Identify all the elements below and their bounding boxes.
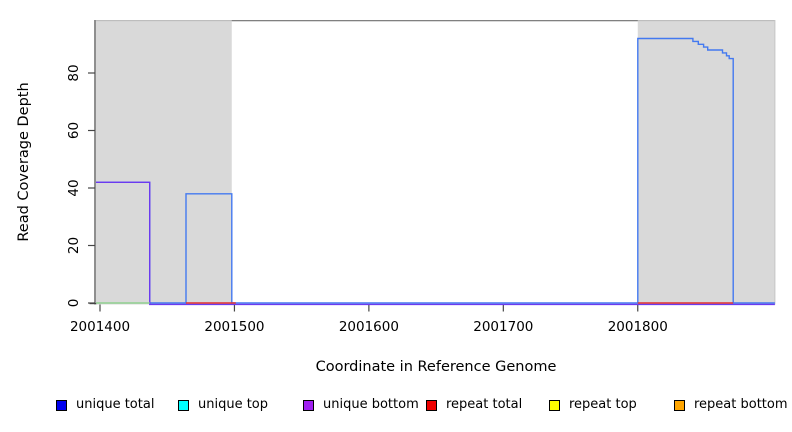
y-tick-label: 20 <box>66 237 82 254</box>
legend-item-repeat-bottom: repeat bottom <box>674 397 788 413</box>
y-tick-label: 0 <box>66 299 82 308</box>
series-unique-bottom <box>96 181 775 306</box>
legend-label: repeat bottom <box>694 397 788 412</box>
y-tick-label: 80 <box>66 64 82 81</box>
legend-item-repeat-top: repeat top <box>549 397 637 413</box>
x-tick-label: 2001400 <box>70 319 130 335</box>
legend-swatch-icon <box>178 399 189 411</box>
y-axis-title: Read Coverage Depth <box>16 82 32 241</box>
legend-item-repeat-total: repeat total <box>426 397 522 413</box>
x-tick-label: 2001500 <box>204 319 264 335</box>
y-tick-label: 40 <box>66 179 82 196</box>
x-tick-label: 2001700 <box>473 319 533 335</box>
legend-label: repeat top <box>569 397 637 412</box>
legend-swatch-icon <box>674 399 685 411</box>
legend-item-unique-top: unique top <box>178 397 268 413</box>
plot-area: 2001400 2001500 2001600 2001700 2001800 0 20 40… <box>16 19 776 375</box>
left-flank-shading <box>95 20 232 305</box>
x-axis-title: Coordinate in Reference Genome <box>316 359 557 375</box>
y-tick-label: 60 <box>66 122 82 139</box>
x-tick-label: 2001800 <box>608 319 668 335</box>
legend-item-unique-total: unique total <box>56 397 154 413</box>
series-unique-total <box>96 37 775 304</box>
x-tick-label: 2001600 <box>339 319 399 335</box>
legend-swatch-icon <box>56 399 67 411</box>
legend-label: unique total <box>76 397 155 412</box>
legend-swatch-icon <box>303 399 314 411</box>
legend-swatch-icon <box>549 399 560 411</box>
legend-swatch-icon <box>426 399 437 411</box>
legend-label: repeat total <box>446 397 523 412</box>
legend: unique total unique top unique bottom repea… <box>0 394 792 420</box>
right-flank-shading <box>637 20 775 305</box>
legend-label: unique bottom <box>323 397 419 412</box>
legend-label: unique top <box>198 397 269 412</box>
legend-item-unique-bottom: unique bottom <box>303 397 419 413</box>
